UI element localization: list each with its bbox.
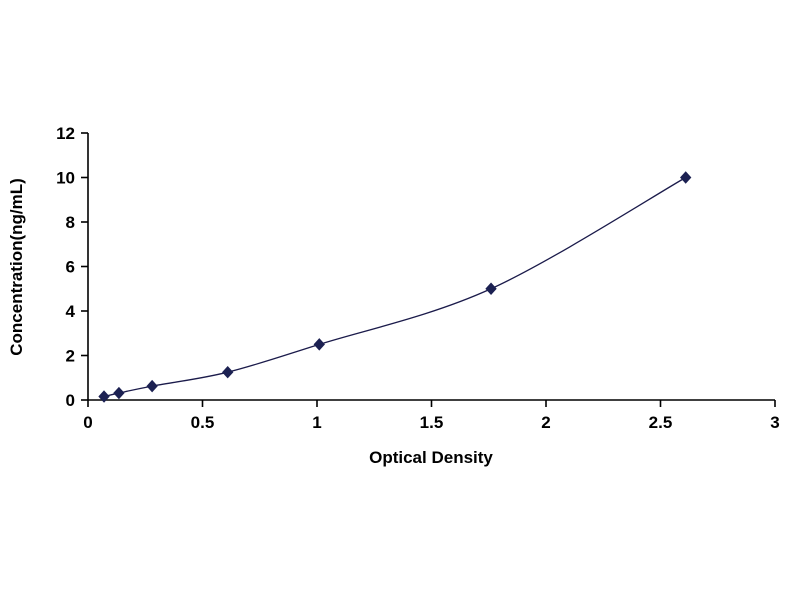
x-tick-label: 3 [770, 413, 779, 432]
y-axis-label: Concentration(ng/mL) [7, 178, 26, 356]
data-point-marker [98, 390, 110, 403]
y-tick-label: 6 [66, 258, 75, 277]
y-tick-label: 4 [66, 302, 76, 321]
data-point-marker [485, 282, 497, 295]
plot-area: 0 0.5 1 1.5 2 2.5 3 0 2 4 6 8 10 12 [56, 124, 780, 432]
x-tick-label: 0.5 [191, 413, 215, 432]
y-tick-label: 10 [56, 169, 75, 188]
x-tick-label: 0 [83, 413, 92, 432]
x-tick-label: 1.5 [420, 413, 444, 432]
data-point-marker [680, 171, 692, 184]
y-tick-label: 0 [66, 391, 75, 410]
data-point-marker [313, 338, 325, 351]
data-point-marker [146, 379, 158, 393]
y-tick-label: 8 [66, 213, 75, 232]
y-tick-label: 12 [56, 124, 75, 143]
data-point-marker [113, 386, 125, 400]
curve-line [103, 176, 687, 398]
data-point-marker [222, 365, 234, 379]
x-tick-label: 2 [541, 413, 550, 432]
x-axis-label: Optical Density [369, 448, 493, 467]
x-tick-label: 2.5 [649, 413, 673, 432]
y-tick-label: 2 [66, 347, 75, 366]
x-tick-label: 1 [312, 413, 321, 432]
